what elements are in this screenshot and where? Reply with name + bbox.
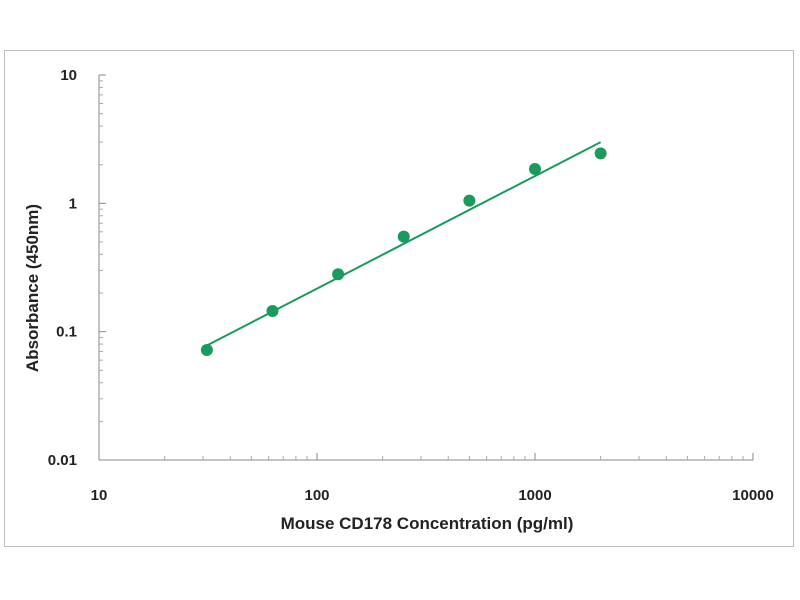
y-tick-label: 0.1: [56, 324, 77, 341]
x-tick-label: 10: [91, 487, 108, 504]
fit-line: [206, 141, 602, 347]
data-point: [397, 230, 410, 243]
data-point: [266, 304, 279, 317]
x-tick-label: 1000: [518, 487, 551, 504]
plot-area: [200, 141, 607, 356]
x-axis-title: Mouse CD178 Concentration (pg/ml): [281, 514, 574, 533]
y-tick-label: 10: [60, 67, 77, 84]
chart-frame: [4, 50, 794, 547]
x-tick-label: 100: [304, 487, 329, 504]
x-tick-label: 10000: [732, 487, 774, 504]
data-point: [529, 163, 541, 176]
axes: 0.01 0.1 1 10 10 100 1000 10000: [48, 67, 774, 504]
y-tick-label: 1: [69, 195, 77, 212]
y-tick-label: 0.01: [48, 452, 77, 469]
y-axis-title: Absorbance (450nm): [23, 204, 42, 372]
data-point: [594, 147, 607, 160]
data-point: [463, 194, 476, 207]
data-point: [332, 268, 345, 281]
data-point: [200, 343, 213, 356]
